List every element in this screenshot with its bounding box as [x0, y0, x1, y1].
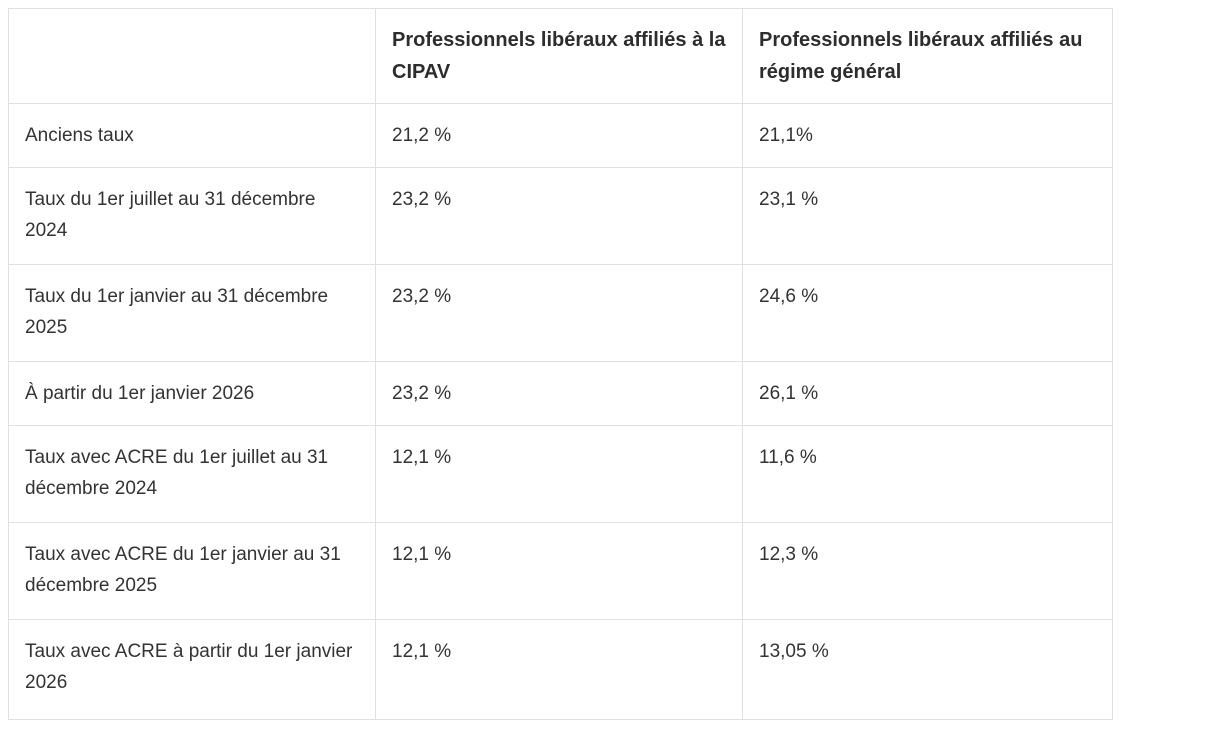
row-label: Taux du 1er janvier au 31 décembre 2025 [8, 264, 376, 362]
header-row: Professionnels libéraux affiliés à la CI… [8, 8, 1113, 104]
regime-general-value: 13,05 % [742, 619, 1113, 720]
regime-general-value: 21,1% [742, 103, 1113, 168]
row-label: Taux avec ACRE du 1er janvier au 31 déce… [8, 522, 376, 620]
table-row-janvier-2026: À partir du 1er janvier 2026 23,2 % 26,1… [8, 361, 1113, 426]
cipav-value: 23,2 % [375, 361, 743, 426]
cipav-value: 12,1 % [375, 522, 743, 620]
table-row-acre-juillet-2024: Taux avec ACRE du 1er juillet au 31 déce… [8, 425, 1113, 523]
regime-general-value: 23,1 % [742, 167, 1113, 265]
table-row-acre-janvier-2025: Taux avec ACRE du 1er janvier au 31 déce… [8, 522, 1113, 620]
cipav-value: 21,2 % [375, 103, 743, 168]
table-row-juillet-2024: Taux du 1er juillet au 31 décembre 2024 … [8, 167, 1113, 265]
regime-general-value: 12,3 % [742, 522, 1113, 620]
table-row-anciens-taux: Anciens taux 21,2 % 21,1% [8, 103, 1113, 168]
table-row-acre-janvier-2026: Taux avec ACRE à partir du 1er janvier 2… [8, 619, 1113, 720]
regime-general-value: 26,1 % [742, 361, 1113, 426]
cipav-value: 23,2 % [375, 264, 743, 362]
row-label: Taux du 1er juillet au 31 décembre 2024 [8, 167, 376, 265]
cipav-value: 23,2 % [375, 167, 743, 265]
row-label: Anciens taux [8, 103, 376, 168]
row-label: Taux avec ACRE du 1er juillet au 31 déce… [8, 425, 376, 523]
contribution-rates-table: Professionnels libéraux affiliés à la CI… [8, 8, 1113, 720]
table-row-janvier-2025: Taux du 1er janvier au 31 décembre 2025 … [8, 264, 1113, 362]
cipav-value: 12,1 % [375, 619, 743, 720]
row-label: Taux avec ACRE à partir du 1er janvier 2… [8, 619, 376, 720]
header-cipav: Professionnels libéraux affiliés à la CI… [375, 8, 743, 104]
cipav-value: 12,1 % [375, 425, 743, 523]
row-label: À partir du 1er janvier 2026 [8, 361, 376, 426]
regime-general-value: 11,6 % [742, 425, 1113, 523]
header-regime-general: Professionnels libéraux affiliés au régi… [742, 8, 1113, 104]
regime-general-value: 24,6 % [742, 264, 1113, 362]
header-empty-cell [8, 8, 376, 104]
